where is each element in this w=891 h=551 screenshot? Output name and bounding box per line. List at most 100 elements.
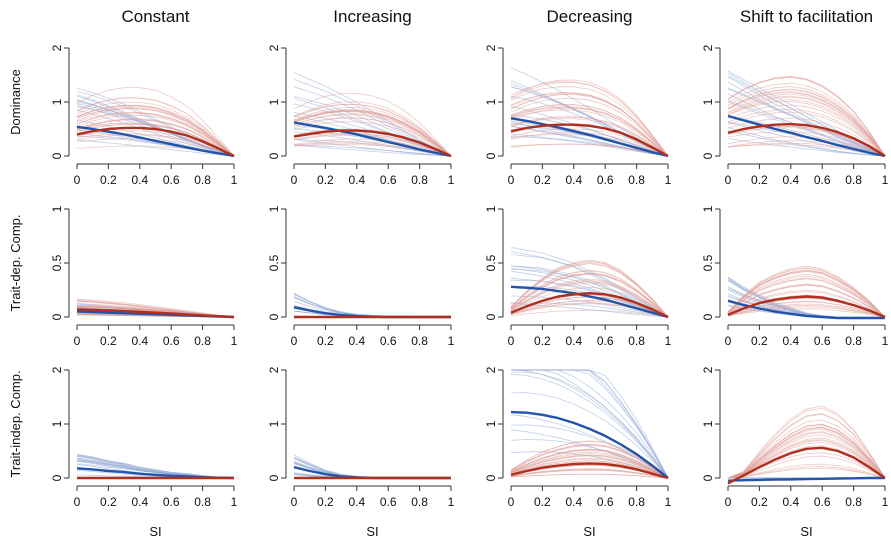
x-tick-label: 0	[74, 495, 81, 509]
y-tick-label: 0	[50, 152, 64, 159]
x-axis-label: SI	[149, 524, 161, 539]
x-tick-label: 0.2	[534, 173, 551, 187]
y-tick-label: 0	[701, 313, 715, 320]
y-tick-label: 2	[701, 366, 715, 373]
x-tick-label: 0.6	[814, 495, 831, 509]
y-tick-label: 2	[484, 366, 498, 373]
column-title: Shift to facilitation	[740, 7, 873, 26]
y-tick-label: 2	[701, 44, 715, 51]
x-tick-label: 0.6	[380, 334, 397, 348]
y-tick-label: 1	[701, 205, 715, 212]
x-tick-label: 0.4	[565, 334, 582, 348]
x-tick-label: 1	[665, 334, 672, 348]
x-tick-label: 0.6	[163, 173, 180, 187]
x-tick-label: 0	[725, 173, 732, 187]
y-tick-label: 0.5	[267, 254, 281, 271]
x-tick-label: 0.4	[782, 495, 799, 509]
y-tick-label: 0	[50, 474, 64, 481]
x-tick-label: 0.8	[628, 173, 645, 187]
y-tick-label: 1	[50, 420, 64, 427]
x-tick-label: 0.6	[163, 495, 180, 509]
x-tick-label: 0.8	[411, 495, 428, 509]
x-tick-label: 0	[291, 495, 298, 509]
x-tick-label: 0.6	[163, 334, 180, 348]
x-tick-label: 1	[231, 334, 238, 348]
row-label: Dominance	[8, 69, 23, 135]
y-tick-label: 1	[701, 98, 715, 105]
y-tick-label: 1	[701, 420, 715, 427]
y-tick-label: 1	[267, 98, 281, 105]
x-tick-label: 0.2	[100, 173, 117, 187]
x-tick-label: 0	[725, 334, 732, 348]
y-tick-label: 1	[484, 98, 498, 105]
x-tick-label: 0.8	[628, 334, 645, 348]
y-tick-label: 1	[50, 205, 64, 212]
x-tick-label: 0.4	[131, 495, 148, 509]
x-axis-label: SI	[800, 524, 812, 539]
y-tick-label: 0	[484, 152, 498, 159]
y-tick-label: 0.5	[50, 254, 64, 271]
y-tick-label: 0.5	[484, 254, 498, 271]
x-tick-label: 0	[291, 334, 298, 348]
x-tick-label: 1	[231, 173, 238, 187]
y-tick-label: 1	[267, 420, 281, 427]
y-tick-label: 2	[50, 44, 64, 51]
x-tick-label: 0.8	[845, 495, 862, 509]
y-tick-label: 0	[267, 313, 281, 320]
x-tick-label: 1	[665, 495, 672, 509]
x-tick-label: 0.4	[348, 495, 365, 509]
x-tick-label: 0.6	[597, 334, 614, 348]
y-tick-label: 0	[484, 313, 498, 320]
y-tick-label: 2	[484, 44, 498, 51]
replicate-line	[511, 474, 668, 478]
x-tick-label: 1	[665, 173, 672, 187]
x-tick-label: 0.8	[628, 495, 645, 509]
x-tick-label: 0.8	[194, 334, 211, 348]
x-tick-label: 0.2	[317, 334, 334, 348]
column-title: Increasing	[333, 7, 411, 26]
x-tick-label: 0.2	[100, 334, 117, 348]
y-tick-label: 1	[484, 205, 498, 212]
x-tick-label: 0.2	[317, 173, 334, 187]
x-tick-label: 0.4	[131, 334, 148, 348]
x-tick-label: 0.4	[348, 334, 365, 348]
replicate-line	[294, 457, 451, 478]
x-tick-label: 0	[508, 334, 515, 348]
x-tick-label: 0.6	[380, 173, 397, 187]
x-tick-label: 0	[725, 495, 732, 509]
blue-series-line	[728, 478, 885, 481]
x-tick-label: 0.6	[597, 173, 614, 187]
x-tick-label: 0	[508, 495, 515, 509]
x-tick-label: 0.4	[782, 173, 799, 187]
column-title: Decreasing	[547, 7, 633, 26]
y-tick-label: 0	[701, 152, 715, 159]
x-tick-label: 0.8	[411, 334, 428, 348]
y-tick-label: 0.5	[701, 254, 715, 271]
x-axis-label: SI	[583, 524, 595, 539]
x-tick-label: 0.8	[845, 334, 862, 348]
replicate-line	[294, 301, 451, 317]
x-tick-label: 0.6	[597, 495, 614, 509]
y-tick-label: 0	[50, 313, 64, 320]
x-tick-label: 0	[508, 173, 515, 187]
x-tick-label: 0.2	[751, 173, 768, 187]
y-tick-label: 2	[267, 44, 281, 51]
y-tick-label: 0	[701, 474, 715, 481]
x-tick-label: 0.4	[565, 495, 582, 509]
y-tick-label: 1	[484, 420, 498, 427]
x-tick-label: 0.6	[814, 334, 831, 348]
y-tick-label: 0	[267, 152, 281, 159]
row-label: Trait-indep. Comp.	[8, 370, 23, 477]
x-tick-label: 0.2	[100, 495, 117, 509]
x-tick-label: 0.6	[814, 173, 831, 187]
x-tick-label: 0	[74, 334, 81, 348]
blue-series-line	[511, 118, 668, 156]
x-tick-label: 0.4	[565, 173, 582, 187]
y-tick-label: 1	[267, 205, 281, 212]
x-tick-label: 1	[882, 334, 889, 348]
x-tick-label: 0.8	[845, 173, 862, 187]
y-tick-label: 2	[267, 366, 281, 373]
row-label: Trait-dep. Comp.	[8, 214, 23, 311]
